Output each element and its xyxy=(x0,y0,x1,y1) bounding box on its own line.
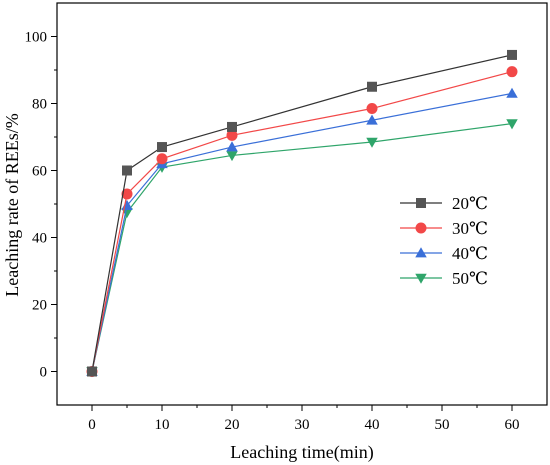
legend-marker xyxy=(415,247,427,258)
y-tick-label: 60 xyxy=(32,164,47,180)
legend-marker xyxy=(416,198,426,208)
x-axis-title: Leaching time(min) xyxy=(230,442,373,463)
legend-item: 40℃ xyxy=(400,244,488,263)
series-line xyxy=(91,123,513,372)
y-tick-label: 40 xyxy=(32,231,47,247)
data-point xyxy=(226,141,238,152)
data-point xyxy=(87,366,97,377)
data-point xyxy=(506,66,518,78)
data-point xyxy=(506,119,518,130)
data-point xyxy=(227,121,237,132)
y-tick-label: 20 xyxy=(32,298,47,314)
legend-item: 50℃ xyxy=(400,269,488,288)
data-point xyxy=(367,81,377,92)
legend-marker xyxy=(415,222,427,234)
series-layer xyxy=(86,49,518,378)
legend-item: 30℃ xyxy=(400,219,488,238)
legend-label: 50℃ xyxy=(452,269,488,288)
series-line xyxy=(91,92,513,372)
y-tick-label: 80 xyxy=(32,97,47,113)
y-tick-label: 0 xyxy=(40,365,48,381)
data-point xyxy=(121,188,133,200)
data-point xyxy=(157,142,167,153)
legend-item: 20℃ xyxy=(400,194,488,213)
data-point xyxy=(366,137,378,148)
data-point xyxy=(366,114,378,125)
legend-label: 40℃ xyxy=(452,244,488,263)
series-line xyxy=(91,54,513,372)
x-tick-label: 40 xyxy=(365,417,380,433)
legend-label: 20℃ xyxy=(452,194,488,213)
y-tick-label: 100 xyxy=(25,30,48,46)
y-axis-title: Leaching rate of REEs/% xyxy=(2,113,22,296)
legend-label: 30℃ xyxy=(452,219,488,238)
series-line xyxy=(91,71,513,372)
data-point xyxy=(226,129,238,141)
series-square xyxy=(87,49,517,377)
data-point xyxy=(226,151,238,162)
data-point xyxy=(506,87,518,98)
x-tick-label: 60 xyxy=(505,417,520,433)
x-tick-label: 20 xyxy=(225,417,240,433)
x-tick-label: 10 xyxy=(155,417,170,433)
data-point xyxy=(122,165,132,176)
x-tick-label: 0 xyxy=(88,417,96,433)
legend: 20℃ 30℃ 40℃ 50℃ xyxy=(400,194,488,288)
data-point xyxy=(507,49,517,60)
axes-layer: 0 10 20 30 40 50 60 0 20 40 60 80 100 xyxy=(25,2,548,433)
data-point xyxy=(156,153,168,165)
data-point xyxy=(366,103,378,115)
x-tick-label: 50 xyxy=(435,417,450,433)
x-tick-label: 30 xyxy=(295,417,310,433)
legend-marker xyxy=(415,273,427,284)
